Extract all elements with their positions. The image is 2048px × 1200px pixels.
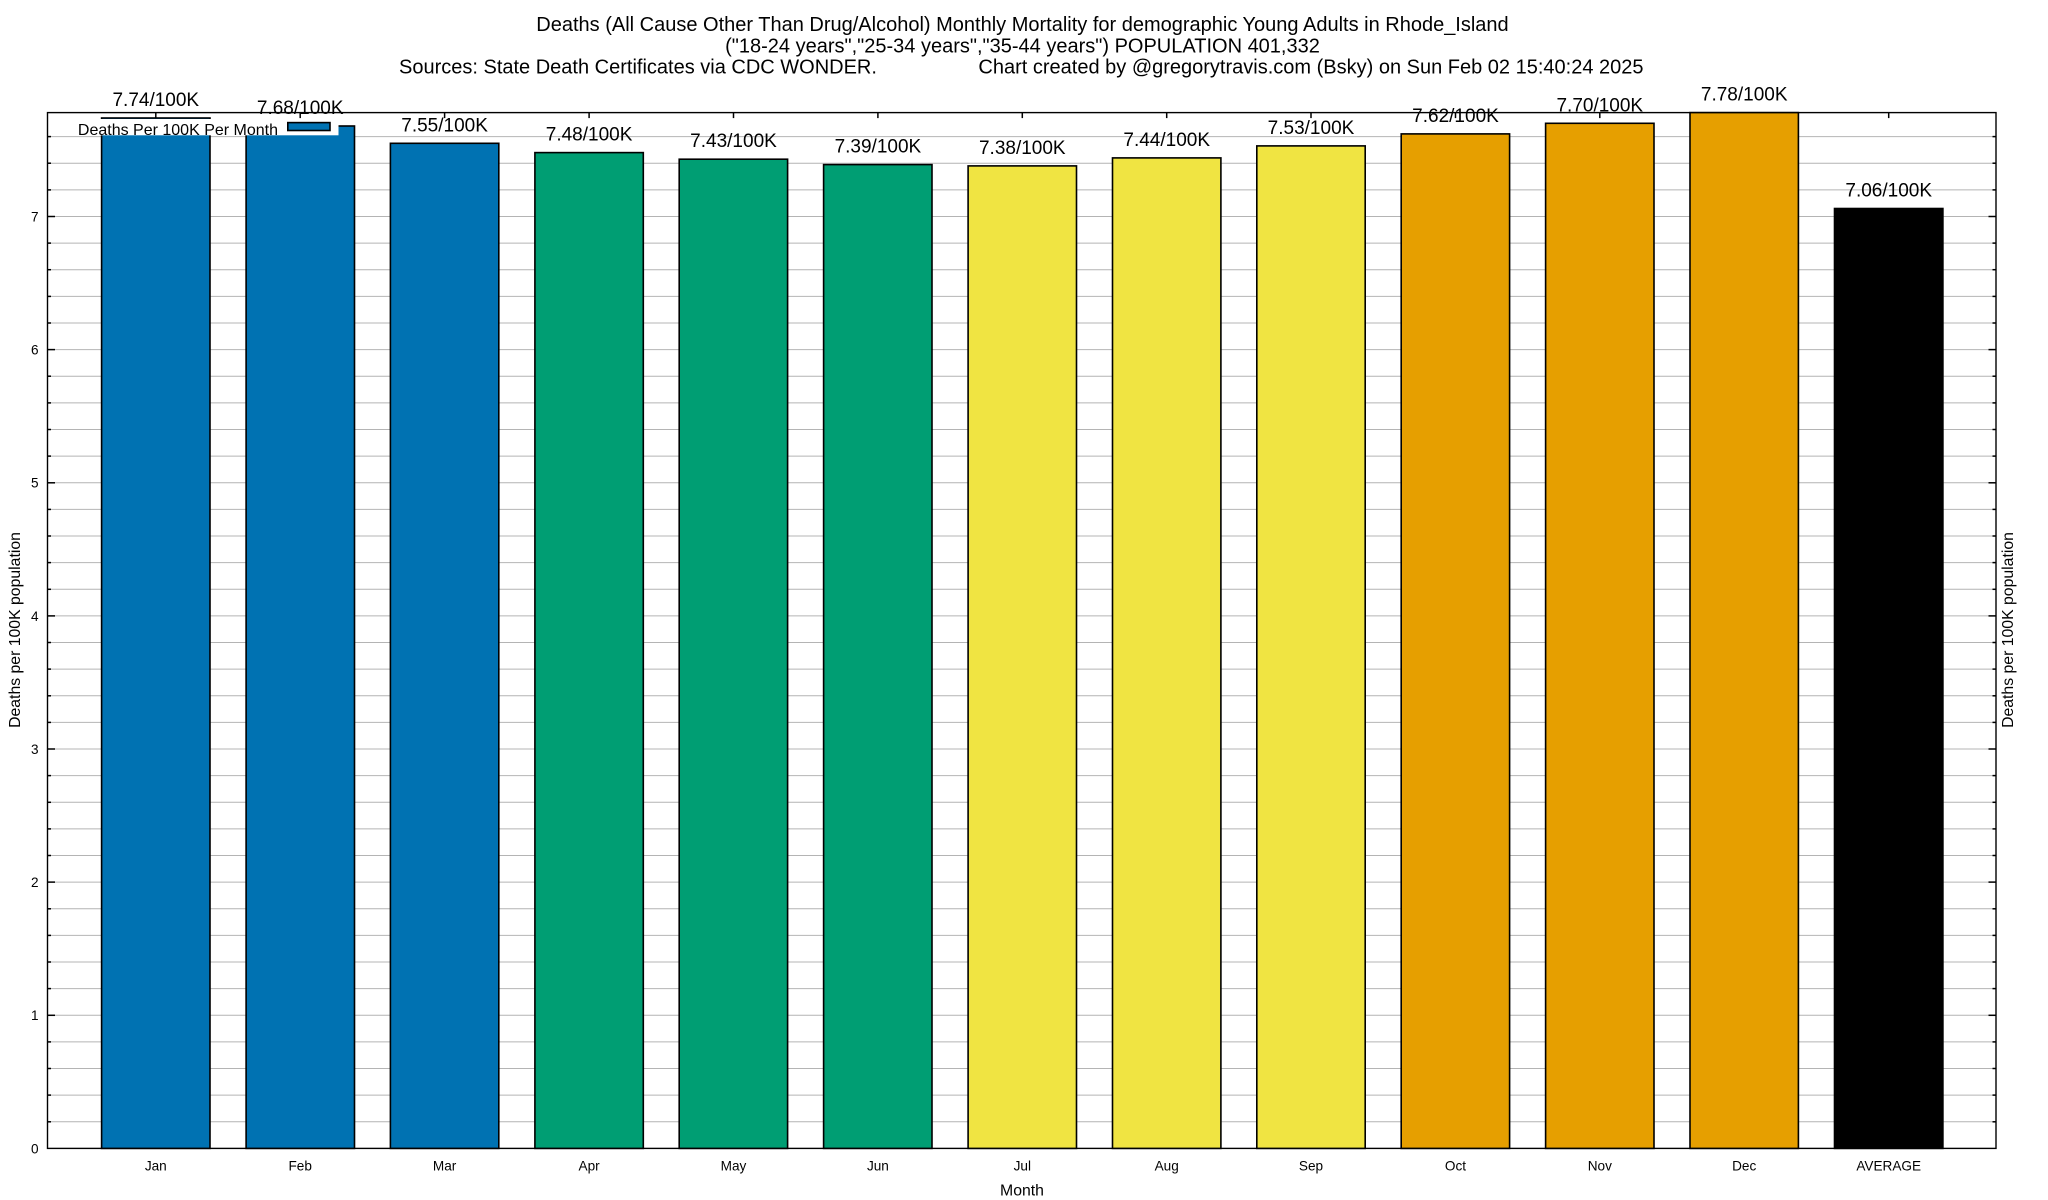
svg-text:Feb: Feb <box>288 1158 311 1173</box>
svg-text:Deaths Per 100K Per Month: Deaths Per 100K Per Month <box>78 122 278 139</box>
svg-text:7: 7 <box>31 209 39 224</box>
svg-text:Sources: State Death Certifica: Sources: State Death Certificates via CD… <box>399 56 877 78</box>
svg-text:0: 0 <box>31 1141 39 1156</box>
svg-text:7.38/100K: 7.38/100K <box>979 138 1066 159</box>
svg-text:Nov: Nov <box>1588 1158 1612 1173</box>
svg-text:Deaths per 100K population: Deaths per 100K population <box>7 532 24 728</box>
svg-text:Sep: Sep <box>1299 1158 1323 1173</box>
svg-text:Oct: Oct <box>1445 1158 1466 1173</box>
svg-text:7.78/100K: 7.78/100K <box>1701 85 1788 106</box>
svg-text:7.55/100K: 7.55/100K <box>401 115 488 136</box>
svg-text:7.06/100K: 7.06/100K <box>1845 181 1932 202</box>
svg-text:Deaths (All Cause Other Than D: Deaths (All Cause Other Than Drug/Alcoho… <box>536 14 1508 36</box>
svg-text:7.62/100K: 7.62/100K <box>1412 106 1499 127</box>
svg-text:Aug: Aug <box>1155 1158 1179 1173</box>
svg-text:AVERAGE: AVERAGE <box>1856 1158 1921 1173</box>
svg-text:7.39/100K: 7.39/100K <box>835 137 922 158</box>
svg-text:7.43/100K: 7.43/100K <box>690 131 777 152</box>
svg-text:6: 6 <box>31 343 39 358</box>
svg-text:Dec: Dec <box>1732 1158 1756 1173</box>
svg-text:May: May <box>721 1158 747 1173</box>
svg-text:2: 2 <box>31 875 39 890</box>
svg-text:7.48/100K: 7.48/100K <box>546 125 633 146</box>
svg-text:5: 5 <box>31 476 39 491</box>
svg-text:Mar: Mar <box>433 1158 457 1173</box>
svg-text:7.53/100K: 7.53/100K <box>1268 118 1355 139</box>
svg-text:Apr: Apr <box>579 1158 601 1173</box>
svg-text:7.44/100K: 7.44/100K <box>1123 130 1210 151</box>
svg-text:Chart created by @gregorytravi: Chart created by @gregorytravis.com (Bsk… <box>978 56 1643 78</box>
svg-text:1: 1 <box>31 1008 39 1023</box>
svg-text:Month: Month <box>1000 1183 1044 1200</box>
svg-text:("18-24 years","25-34 years",": ("18-24 years","25-34 years","35-44 year… <box>725 35 1320 57</box>
svg-text:7.74/100K: 7.74/100K <box>112 90 199 111</box>
svg-text:Jun: Jun <box>867 1158 889 1173</box>
svg-text:Deaths per 100K population: Deaths per 100K population <box>2000 532 2017 728</box>
svg-text:Jul: Jul <box>1014 1158 1031 1173</box>
svg-text:Jan: Jan <box>145 1158 167 1173</box>
svg-text:7.70/100K: 7.70/100K <box>1556 95 1643 116</box>
svg-text:4: 4 <box>31 609 39 624</box>
svg-text:3: 3 <box>31 742 39 757</box>
svg-text:7.68/100K: 7.68/100K <box>257 98 344 119</box>
